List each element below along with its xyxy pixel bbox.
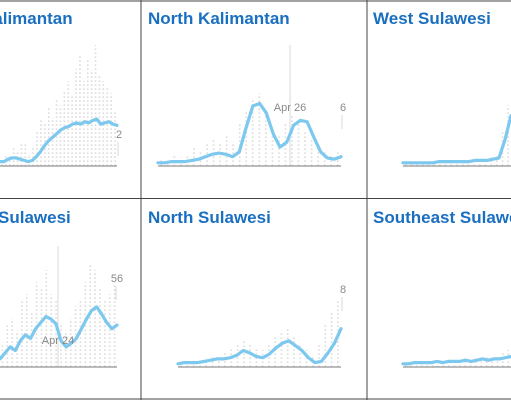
trend-line xyxy=(176,327,343,366)
panel-title: North Sulawesi xyxy=(148,208,271,227)
trend-line xyxy=(0,305,119,361)
chart-panel-5 xyxy=(401,350,511,368)
panel-title: West Sulawesi xyxy=(373,9,491,28)
value-label: 8 xyxy=(340,284,346,296)
panel-sulawesi: Sulawesi xyxy=(0,200,140,400)
panel-title: North Kalimantan xyxy=(148,9,290,28)
panel-southeast-sulawesi: Southeast Sulawesi xyxy=(368,200,511,400)
trend-line xyxy=(0,117,119,164)
panel-kalimantan: Kalimantan xyxy=(0,0,140,198)
date-label: Apr 26 xyxy=(274,102,306,114)
panel-title: Kalimantan xyxy=(0,9,73,28)
chart-panel-2 xyxy=(401,105,511,167)
chart-panel-4: 8 xyxy=(176,284,346,368)
chart-panel-1: 6 Apr 26 xyxy=(156,45,346,167)
value-label: 56 xyxy=(111,273,123,285)
panel-title: Sulawesi xyxy=(0,208,71,227)
panel-west-sulawesi: West Sulawesi xyxy=(368,0,511,198)
panel-title: Southeast Sulawesi xyxy=(373,208,511,227)
panel-north-kalimantan: North Kalimantan xyxy=(142,0,366,198)
chart-panel-0: 2 xyxy=(0,45,122,167)
trend-line xyxy=(401,114,511,165)
panel-north-sulawesi: North Sulawesi xyxy=(142,200,366,400)
trend-line xyxy=(156,101,343,165)
value-label: 2 xyxy=(116,129,122,141)
chart-panel-3: 56 Apr 24 xyxy=(0,246,123,368)
trend-line xyxy=(401,354,511,366)
date-label: Apr 24 xyxy=(42,335,74,347)
value-label: 6 xyxy=(340,102,346,114)
